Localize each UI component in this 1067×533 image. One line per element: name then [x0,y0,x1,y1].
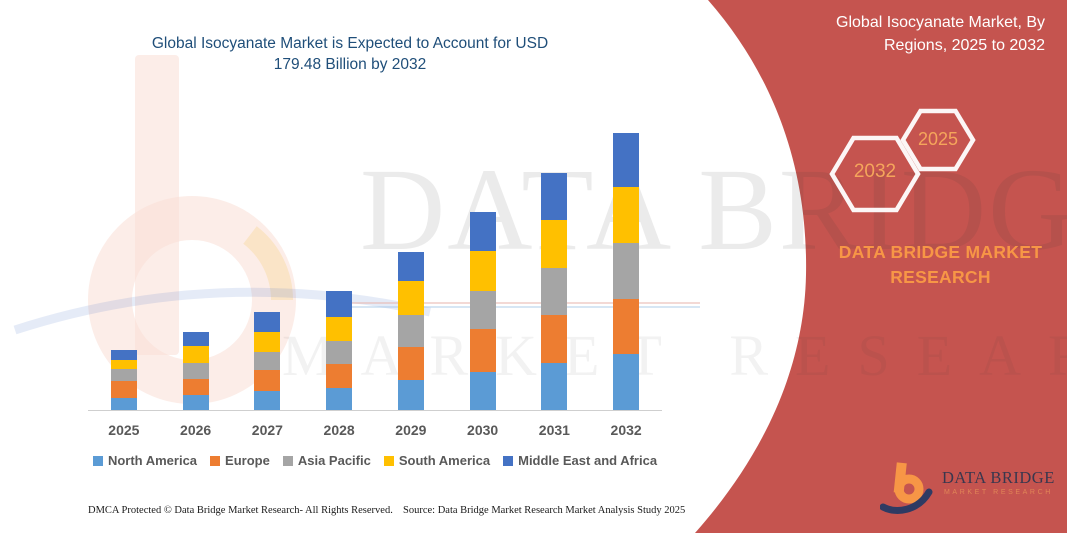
chart-title: Global Isocyanate Market is Expected to … [151,35,549,73]
bar-segment-asia-pacific-2026 [182,363,209,379]
bar-segment-europe-2030 [469,329,496,372]
logo-company-name: DATA BRIDGE [942,468,1055,487]
legend-swatch-europe [210,455,221,466]
bar-stack-2031 [541,172,568,410]
bar-segment-north-america-2029 [397,380,424,410]
hexagon-badges-icon [829,108,976,213]
logo-company-subtitle: MARKET RESEARCH [944,489,1053,496]
x-axis-label-2026: 2026 [180,422,212,438]
bar-segment-europe-2029 [397,346,424,381]
bar-column-2029 [375,128,447,410]
bar-column-2025 [88,128,160,410]
bar-column-2031 [519,128,591,410]
side-panel-brand-text: DATA BRIDGE MARKET RESEARCH [838,242,1043,287]
plot-area [88,128,662,411]
legend-item-middle-east-and-africa: Middle East and Africa [503,453,657,468]
legend-label-asia-pacific: Asia Pacific [297,453,371,468]
x-axis-label-2028: 2028 [323,422,355,438]
bar-segment-asia-pacific-2030 [469,291,496,330]
legend-item-south-america: South America [383,453,491,468]
bar-segment-middle-east-and-africa-2025 [110,350,137,360]
bar-segment-middle-east-and-africa-2031 [541,172,568,221]
bar-segment-middle-east-and-africa-2027 [254,311,281,332]
x-axis-label-2032: 2032 [610,422,642,438]
bar-segment-south-america-2030 [469,250,496,292]
bar-segment-asia-pacific-2027 [254,351,281,371]
bar-column-2026 [160,128,232,410]
bar-stack-2028 [326,290,353,410]
legend-label-south-america: South America [398,453,491,468]
bar-segment-middle-east-and-africa-2028 [326,290,353,317]
legend-item-north-america: North America [92,453,198,468]
bar-segment-asia-pacific-2028 [326,340,353,365]
x-axis-label-2025: 2025 [108,422,140,438]
bar-segment-europe-2032 [613,298,640,355]
bar-segment-middle-east-and-africa-2030 [469,211,496,251]
bar-segment-south-america-2027 [254,331,281,352]
bar-segment-north-america-2030 [469,371,496,410]
bar-segment-north-america-2026 [182,395,209,410]
footer-source-text: Source: Data Bridge Market Research Mark… [403,505,686,516]
company-logo: DATA BRIDGE MARKET RESEARCH [880,458,1060,516]
bar-stack-2032 [613,133,640,410]
bar-segment-europe-2026 [182,378,209,396]
bar-segment-north-america-2025 [110,397,137,410]
legend-swatch-asia-pacific [282,455,293,466]
bar-stack-2029 [397,251,424,410]
bar-segment-europe-2031 [541,314,568,363]
legend-label-europe: Europe [225,453,270,468]
bar-segment-asia-pacific-2025 [110,368,137,381]
bar-segment-north-america-2032 [613,354,640,410]
bar-segment-asia-pacific-2029 [397,314,424,347]
x-axis-label-2029: 2029 [395,422,427,438]
data-bridge-logo-icon [880,462,933,514]
bar-segment-europe-2025 [110,381,137,398]
bar-column-2028 [303,128,375,410]
hexagon-year-2032: 2032 [853,161,897,182]
bar-segment-europe-2027 [254,370,281,392]
bar-segment-south-america-2031 [541,220,568,268]
legend-label-middle-east-and-africa: Middle East and Africa [518,453,658,468]
bar-segment-middle-east-and-africa-2026 [182,332,209,347]
bar-segment-south-america-2026 [182,346,209,364]
bar-stack-2030 [469,211,496,410]
legend: North America Europe Asia Pacific South Ame… [60,453,690,468]
bar-column-2032 [590,128,662,410]
bar-stack-2026 [182,332,209,410]
legend-label-north-america: North America [107,453,198,468]
legend-item-europe: Europe [210,453,270,468]
footer-dmca-text: DMCA Protected © Data Bridge Market Rese… [88,505,393,516]
x-axis-labels: 2025 2026 2027 2028 2029 2030 2031 2032 [88,422,662,438]
legend-swatch-north-america [92,455,103,466]
bar-segment-south-america-2029 [397,280,424,315]
bar-segment-asia-pacific-2032 [613,242,640,299]
bar-column-2027 [232,128,304,410]
side-panel-title: Global Isocyanate Market, By Regions, 20… [836,14,1045,54]
legend-swatch-south-america [383,455,394,466]
x-axis-label-2031: 2031 [538,422,570,438]
hexagon-year-2025: 2025 [917,129,959,149]
bar-segment-north-america-2031 [541,362,568,410]
bar-segment-middle-east-and-africa-2032 [613,133,640,187]
bar-segment-middle-east-and-africa-2029 [397,251,424,281]
bar-segment-asia-pacific-2031 [541,267,568,315]
x-axis-label-2030: 2030 [467,422,499,438]
bar-stack-2025 [110,350,137,410]
bar-stack-2027 [254,311,281,410]
bar-column-2030 [447,128,519,410]
bar-segment-north-america-2028 [326,388,353,410]
bar-segment-south-america-2025 [110,359,137,369]
legend-item-asia-pacific: Asia Pacific [282,453,371,468]
bar-segment-europe-2028 [326,364,353,389]
x-axis-label-2027: 2027 [251,422,283,438]
legend-swatch-middle-east-and-africa [503,455,514,466]
bar-segment-south-america-2032 [613,186,640,243]
bar-segment-north-america-2027 [254,391,281,410]
bar-segment-south-america-2028 [326,316,353,341]
